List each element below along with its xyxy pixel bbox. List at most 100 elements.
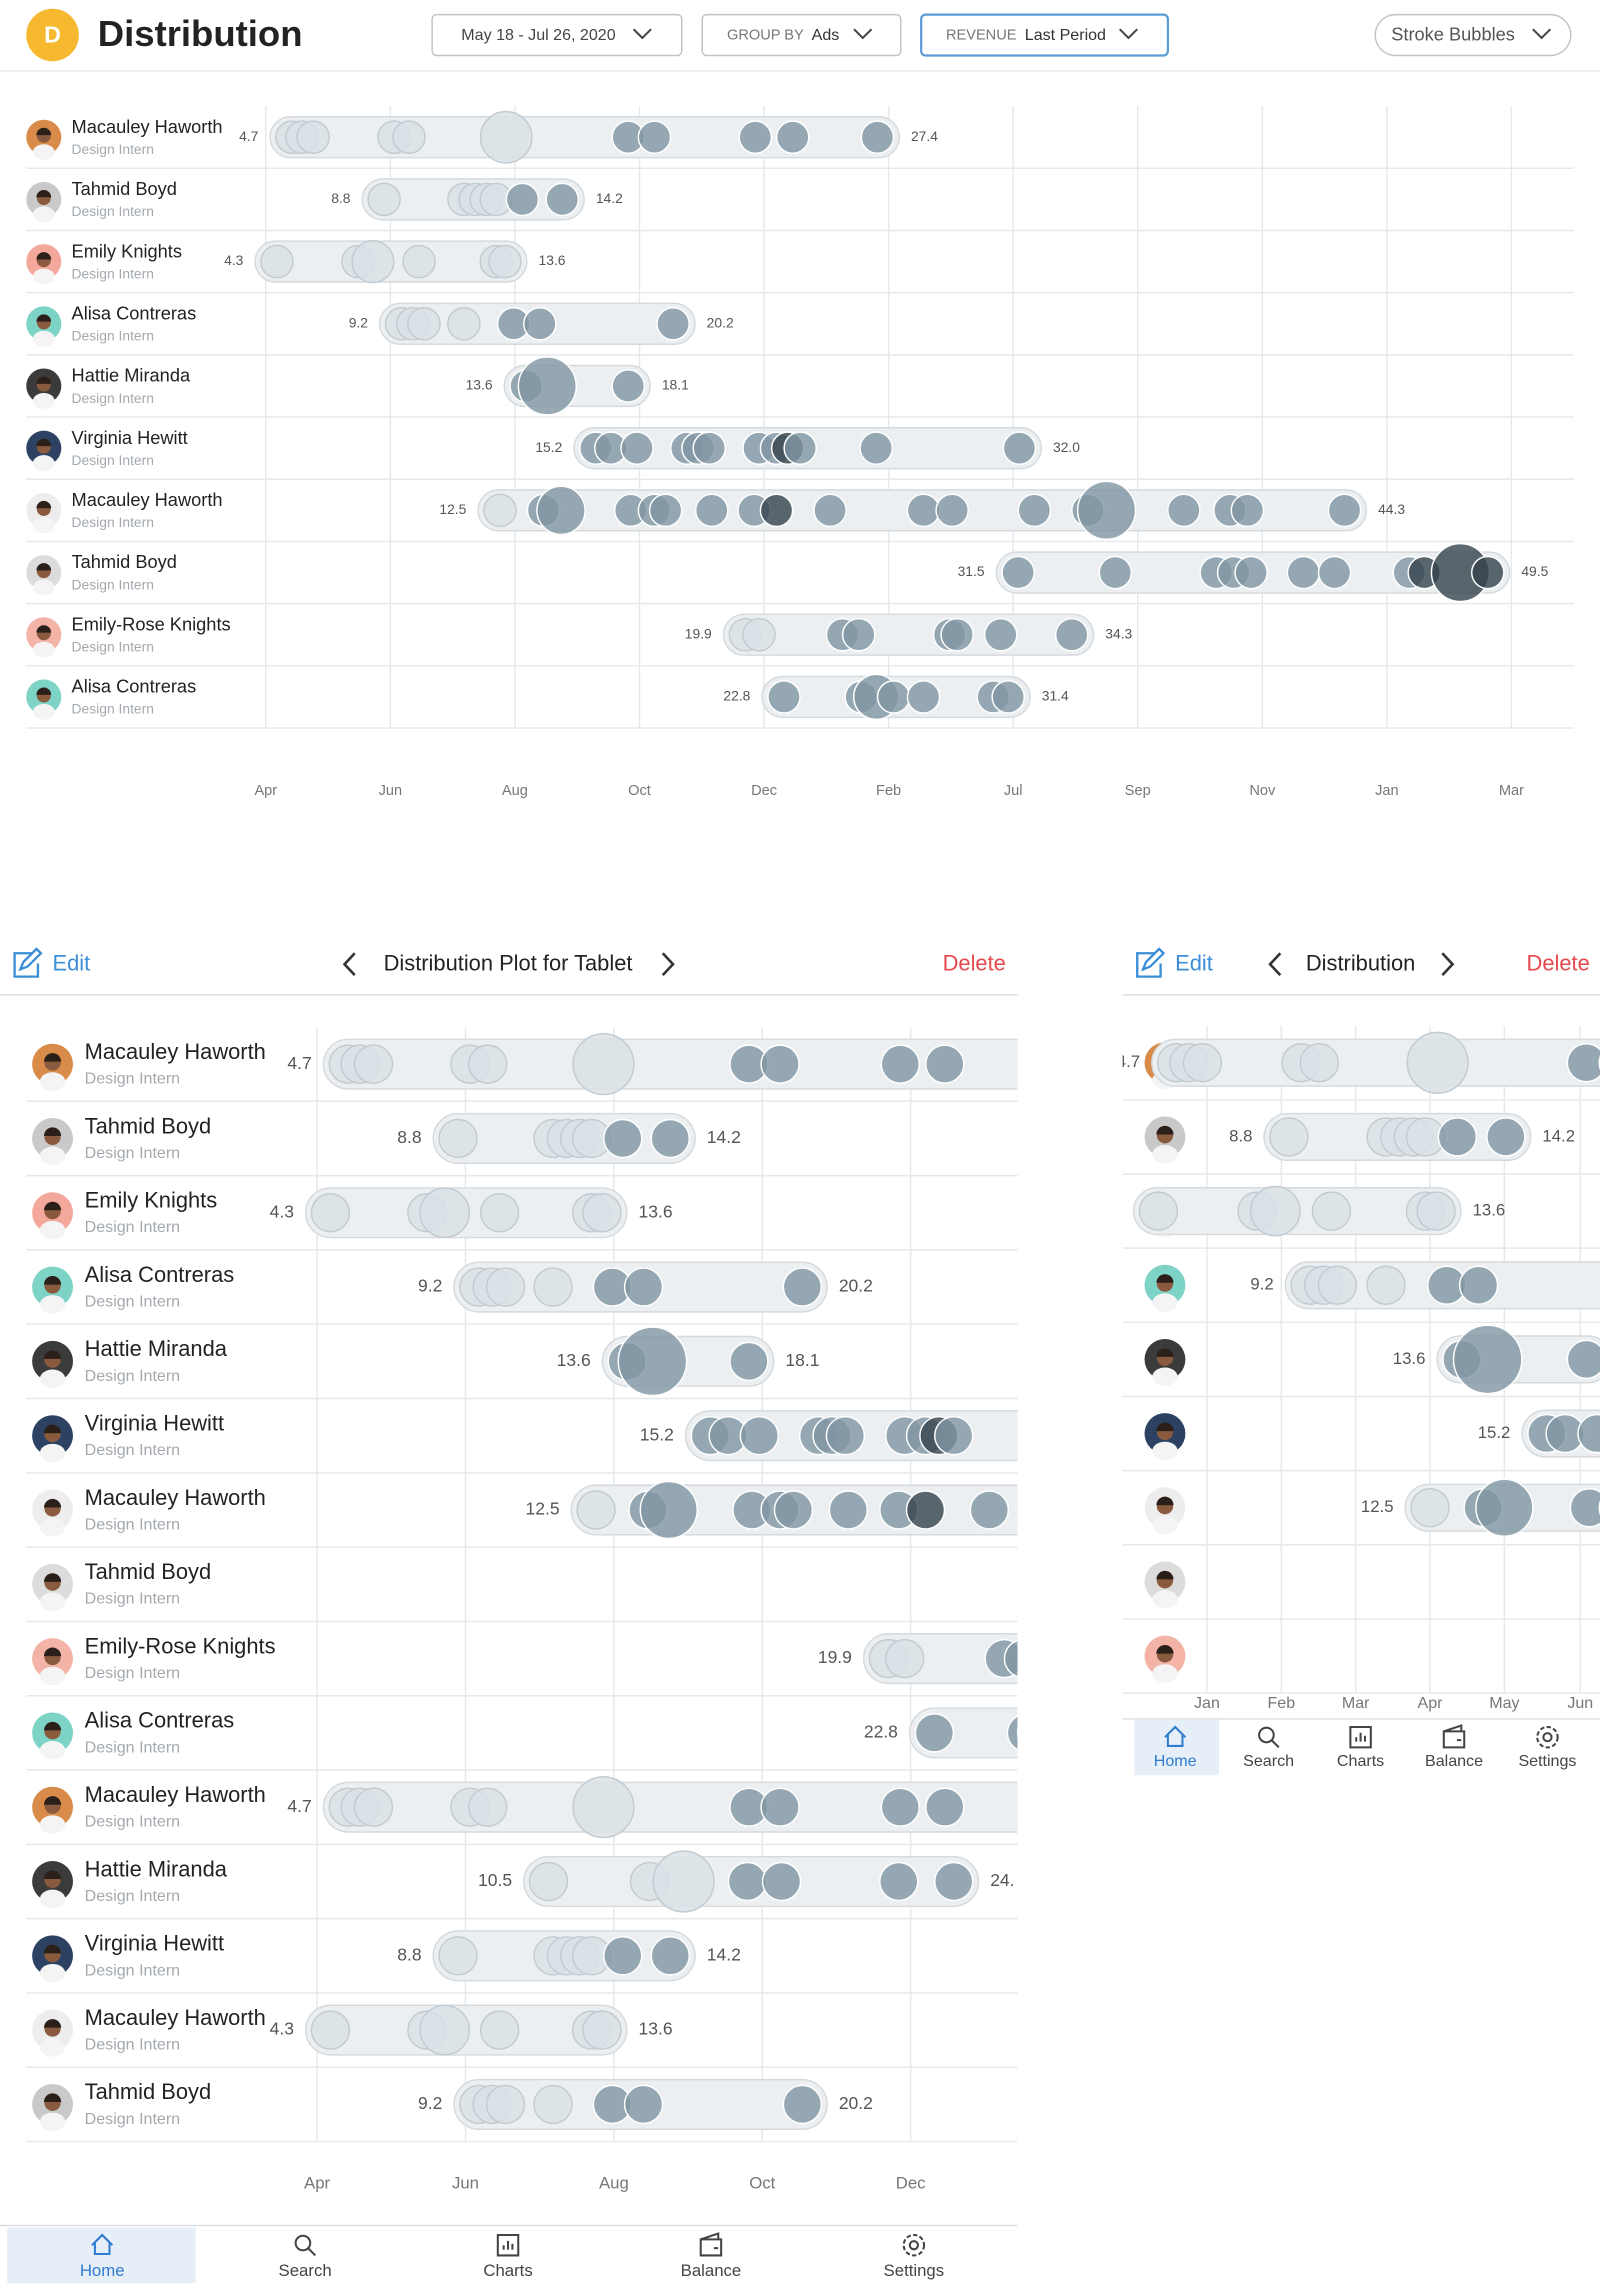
bubble xyxy=(1310,1565,1348,1603)
bubble xyxy=(517,356,577,416)
avatar-hair xyxy=(43,1796,62,1805)
revenue-dropdown[interactable]: REVENUE Last Period xyxy=(920,13,1169,57)
person-name: Hattie Miranda xyxy=(85,1856,228,1881)
bubble xyxy=(438,1118,478,1159)
bubble xyxy=(1230,493,1265,528)
bubble xyxy=(611,369,646,403)
avatar-body xyxy=(39,2038,66,2057)
min-label: 8.8 xyxy=(331,190,351,206)
nav-item[interactable]: Balance xyxy=(681,2232,742,2280)
person-role: Design Intern xyxy=(72,141,154,157)
bubble xyxy=(648,493,683,528)
bubble xyxy=(1003,1639,1018,1678)
bubble xyxy=(1534,1565,1572,1603)
avatar-hair xyxy=(43,1647,62,1657)
bubble xyxy=(905,1490,946,1530)
bubble xyxy=(485,2084,526,2125)
x-tick-label: May xyxy=(1489,1694,1519,1712)
nav-icon xyxy=(1270,1739,1280,1749)
min-label: 13.6 xyxy=(557,1350,591,1370)
avatar xyxy=(1144,1635,1186,1683)
bubble xyxy=(533,2084,573,2125)
person-name: Virginia Hewitt xyxy=(72,427,188,448)
prev-button[interactable] xyxy=(342,952,356,977)
bubble xyxy=(468,1787,508,1827)
bubble xyxy=(1458,1265,1499,1305)
avatar-body xyxy=(39,1963,66,1983)
nav-item[interactable]: Home xyxy=(1154,1725,1197,1770)
nav-item[interactable]: Settings xyxy=(1518,1725,1576,1770)
next-button[interactable] xyxy=(661,952,675,977)
bubble xyxy=(694,493,729,528)
avatar xyxy=(26,119,62,160)
bubble xyxy=(572,1033,635,1096)
delete-button[interactable]: Delete xyxy=(1527,951,1590,976)
avatar xyxy=(1144,1487,1186,1535)
edit-button[interactable]: Edit xyxy=(13,947,91,978)
avatar-body xyxy=(1152,1664,1178,1683)
nav-item[interactable]: Search xyxy=(279,2234,332,2280)
bubble xyxy=(933,1415,974,1456)
style-value: Stroke Bubbles xyxy=(1391,24,1515,45)
avatar-hair xyxy=(43,1870,62,1880)
nav-label: Settings xyxy=(1518,1752,1576,1770)
next-button[interactable] xyxy=(1441,952,1455,977)
edit-label: Edit xyxy=(53,951,91,976)
avatar-hair xyxy=(1156,1496,1174,1506)
bubble xyxy=(860,120,895,155)
panel-title: Distribution Plot for Tablet xyxy=(384,951,633,976)
prev-button[interactable] xyxy=(1268,952,1282,977)
bubble xyxy=(576,1490,616,1530)
nav-item[interactable]: Charts xyxy=(483,2233,533,2280)
avatar xyxy=(26,617,62,658)
bubble xyxy=(1082,1714,1120,1752)
max-label: 27.4 xyxy=(1082,1053,1116,1073)
nav-icon xyxy=(1542,1732,1553,1743)
max-label: 27.4 xyxy=(1082,1796,1116,1816)
bubble xyxy=(782,2084,823,2125)
edit-button[interactable]: Edit xyxy=(1136,947,1213,978)
bubble xyxy=(367,182,401,217)
person-name: Tahmid Boyd xyxy=(85,1559,211,1584)
nav-item[interactable]: Home xyxy=(80,2233,125,2280)
style-dropdown[interactable]: Stroke Bubbles xyxy=(1374,13,1572,57)
nav-item[interactable]: Settings xyxy=(884,2233,945,2280)
group-value: Ads xyxy=(812,26,840,44)
bubble xyxy=(825,1415,866,1456)
x-tick-label: Mar xyxy=(1342,1694,1370,1712)
bubble xyxy=(407,307,441,341)
bubble xyxy=(738,120,773,155)
delete-button[interactable]: Delete xyxy=(943,951,1006,976)
avatar xyxy=(26,679,62,720)
avatar xyxy=(26,181,62,223)
person-role: Design Intern xyxy=(85,2110,180,2128)
min-label: 4.3 xyxy=(270,2019,294,2039)
bubble xyxy=(483,493,517,528)
max-label: 32.0 xyxy=(1251,1424,1285,1444)
bubble xyxy=(729,1341,769,1382)
min-label: 9.2 xyxy=(1250,1275,1273,1294)
bubble xyxy=(523,307,557,341)
avatar xyxy=(26,555,62,596)
bubble xyxy=(933,1861,974,1902)
bubble xyxy=(1366,1265,1406,1305)
date-dropdown[interactable]: May 18 - Jul 26, 2020 xyxy=(431,13,683,57)
nav-item[interactable]: Search xyxy=(1243,1726,1294,1771)
bubble xyxy=(1234,555,1268,590)
bubble xyxy=(742,617,776,652)
avatar-hair xyxy=(43,1721,62,1731)
bubble xyxy=(1214,1491,1252,1529)
nav-item[interactable]: Charts xyxy=(1337,1725,1384,1770)
avatar-body xyxy=(39,1443,66,1463)
bubble xyxy=(650,1936,690,1976)
avatar-body xyxy=(39,1220,66,1240)
phone-header: Edit Distribution Delete xyxy=(1122,947,1600,996)
bubble xyxy=(1194,1565,1232,1603)
bubble xyxy=(1001,555,1035,590)
bubble xyxy=(1317,555,1352,590)
avatar-hair xyxy=(43,2019,62,2028)
nav-item[interactable]: Balance xyxy=(1425,1724,1483,1771)
group-dropdown[interactable]: GROUP BY Ads xyxy=(701,13,902,57)
bubble xyxy=(623,1267,664,1307)
person-name: Macauley Haworth xyxy=(85,2005,266,2030)
